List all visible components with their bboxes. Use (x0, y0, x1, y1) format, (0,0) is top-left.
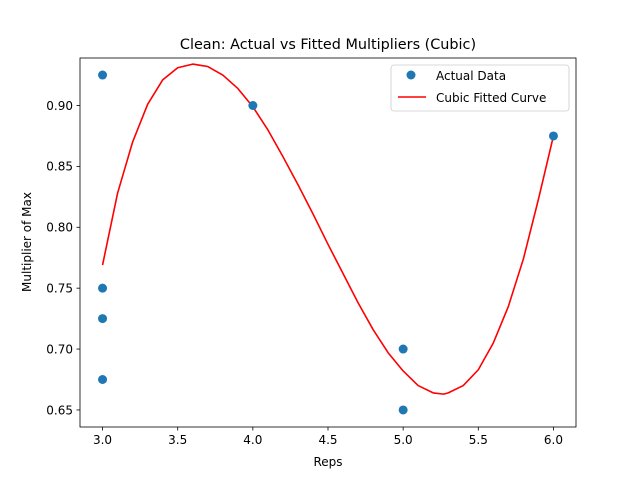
legend-label-cubic-fitted-curve: Cubic Fitted Curve (436, 91, 546, 105)
data-point (98, 283, 108, 293)
legend-box (390, 64, 570, 112)
y-tick-label: 0.75 (46, 281, 73, 295)
x-tick-label: 5.0 (394, 433, 413, 447)
x-tick-label: 4.0 (243, 433, 262, 447)
y-tick-label: 0.90 (46, 99, 73, 113)
data-point (98, 70, 108, 80)
y-tick-label: 0.65 (46, 403, 73, 417)
x-tick-label: 6.0 (544, 433, 563, 447)
legend: Actual Data Cubic Fitted Curve (390, 64, 570, 112)
y-tick-label: 0.70 (46, 342, 73, 356)
x-tick-label: 5.5 (469, 433, 488, 447)
data-point (98, 375, 108, 385)
chart-title: Clean: Actual vs Fitted Multipliers (Cub… (180, 37, 476, 53)
y-tick-label: 0.85 (46, 160, 73, 174)
data-point (248, 100, 258, 110)
x-axis-label: Reps (313, 455, 342, 469)
x-tick-label: 4.5 (318, 433, 337, 447)
data-point (398, 405, 408, 415)
y-axis-label: Multiplier of Max (20, 192, 34, 292)
y-axis: 0.65 0.70 0.75 0.80 0.85 0.90 (46, 99, 80, 417)
plot-frame (79, 57, 577, 428)
x-axis: 3.0 3.5 4.0 4.5 5.0 5.5 6.0 (93, 427, 563, 447)
legend-label-actual-data: Actual Data (436, 69, 506, 83)
data-point (398, 344, 408, 354)
legend-marker-actual-data (406, 70, 416, 80)
x-tick-label: 3.5 (168, 433, 187, 447)
data-point (98, 314, 108, 324)
data-point (548, 131, 558, 141)
fitted-curve-line (101, 63, 555, 395)
y-tick-label: 0.80 (46, 221, 73, 235)
x-tick-label: 3.0 (93, 433, 112, 447)
plot-area (98, 63, 558, 415)
